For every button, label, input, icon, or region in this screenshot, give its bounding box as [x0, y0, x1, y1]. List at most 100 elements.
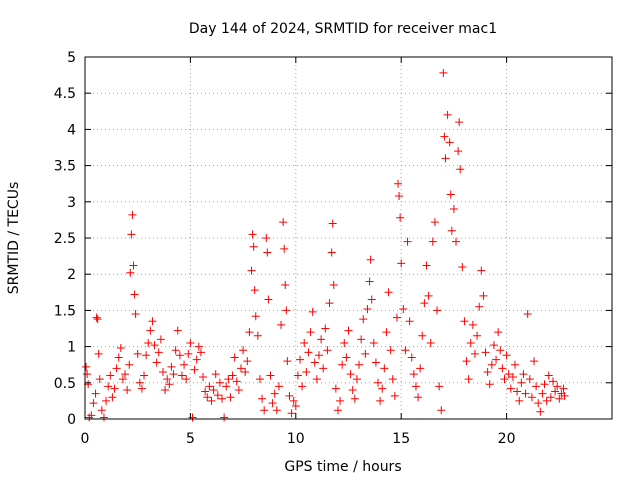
- data-point: [190, 365, 199, 374]
- x-tick-label: 10: [287, 431, 305, 447]
- data-point: [359, 315, 368, 324]
- data-point: [498, 364, 507, 373]
- data-point: [481, 348, 490, 357]
- data-point: [127, 230, 136, 239]
- data-point: [142, 351, 151, 360]
- data-point: [366, 255, 375, 264]
- data-point: [525, 375, 534, 384]
- y-tick-label: 1.5: [54, 303, 76, 319]
- x-tick-label: 0: [81, 431, 90, 447]
- data-point: [289, 396, 298, 405]
- data-point: [553, 382, 562, 391]
- data-point: [494, 328, 503, 337]
- data-point: [92, 313, 101, 322]
- data-point: [538, 389, 547, 398]
- data-point: [220, 413, 229, 422]
- data-point: [464, 375, 473, 384]
- data-point: [165, 380, 174, 389]
- data-point: [263, 248, 272, 257]
- data-point: [171, 346, 180, 355]
- data-point: [462, 357, 471, 366]
- data-point: [218, 394, 227, 403]
- data-point: [247, 266, 256, 275]
- data-point: [455, 118, 464, 127]
- data-point: [85, 413, 94, 422]
- data-point: [310, 358, 319, 367]
- data-point: [182, 375, 191, 384]
- data-point: [121, 370, 130, 379]
- data-point: [106, 371, 115, 380]
- data-point: [188, 413, 197, 422]
- data-point: [350, 394, 359, 403]
- data-point: [264, 295, 273, 304]
- data-point: [483, 367, 492, 376]
- data-point: [213, 391, 222, 400]
- data-point: [437, 406, 446, 415]
- data-point: [452, 237, 461, 246]
- data-point: [266, 371, 275, 380]
- data-point: [279, 218, 288, 227]
- data-point: [137, 384, 146, 393]
- data-point: [342, 353, 351, 362]
- y-tick-label: 4.5: [54, 86, 76, 102]
- data-point: [559, 384, 568, 393]
- data-point: [201, 387, 210, 396]
- data-point: [508, 373, 517, 382]
- data-point: [280, 244, 289, 253]
- data-point: [152, 358, 161, 367]
- x-tick-label: 5: [186, 431, 195, 447]
- data-point: [403, 237, 412, 246]
- data-point: [546, 393, 555, 402]
- data-point: [485, 380, 494, 389]
- data-point: [196, 348, 205, 357]
- data-point: [422, 261, 431, 270]
- data-point: [551, 387, 560, 396]
- data-point: [513, 387, 522, 396]
- data-point: [456, 165, 465, 174]
- data-point: [82, 362, 91, 371]
- y-tick-label: 3: [67, 195, 76, 211]
- data-point: [355, 360, 364, 369]
- data-point: [496, 346, 505, 355]
- data-point: [502, 351, 511, 360]
- data-point: [534, 399, 543, 408]
- data-point: [207, 396, 216, 405]
- axis-ticks: [84, 56, 612, 420]
- data-point: [205, 382, 214, 391]
- data-point: [126, 268, 135, 277]
- data-point: [161, 386, 170, 395]
- data-point: [405, 317, 414, 326]
- data-point: [150, 341, 159, 350]
- y-tick-label: 4: [67, 122, 76, 138]
- data-point: [382, 328, 391, 337]
- data-point: [489, 341, 498, 350]
- data-point: [248, 230, 257, 239]
- data-point: [344, 326, 353, 335]
- data-point: [468, 320, 477, 329]
- data-point: [336, 396, 345, 405]
- data-point: [458, 262, 467, 271]
- data-point: [308, 307, 317, 316]
- data-point: [293, 371, 302, 380]
- data-point: [180, 360, 189, 369]
- data-points: [82, 68, 569, 422]
- data-point: [95, 375, 104, 384]
- data-point: [211, 370, 220, 379]
- data-point: [163, 375, 172, 384]
- data-point: [418, 331, 427, 340]
- data-point: [110, 384, 119, 393]
- tick-labels: 0 0.5 1 1.5 2 2.5 3 3.5 4 4.5 5 0 5 10 15 20: [54, 50, 516, 447]
- data-point: [270, 389, 279, 398]
- data-point: [475, 302, 484, 311]
- data-point: [128, 210, 137, 219]
- data-point: [249, 242, 258, 251]
- data-point: [215, 378, 224, 387]
- data-point: [304, 348, 313, 357]
- y-tick-label: 0.5: [54, 376, 76, 392]
- data-point: [416, 364, 425, 373]
- data-point: [424, 291, 433, 300]
- data-point: [390, 391, 399, 400]
- data-point: [536, 407, 545, 416]
- data-point: [544, 371, 553, 380]
- grid-lines: [85, 57, 612, 419]
